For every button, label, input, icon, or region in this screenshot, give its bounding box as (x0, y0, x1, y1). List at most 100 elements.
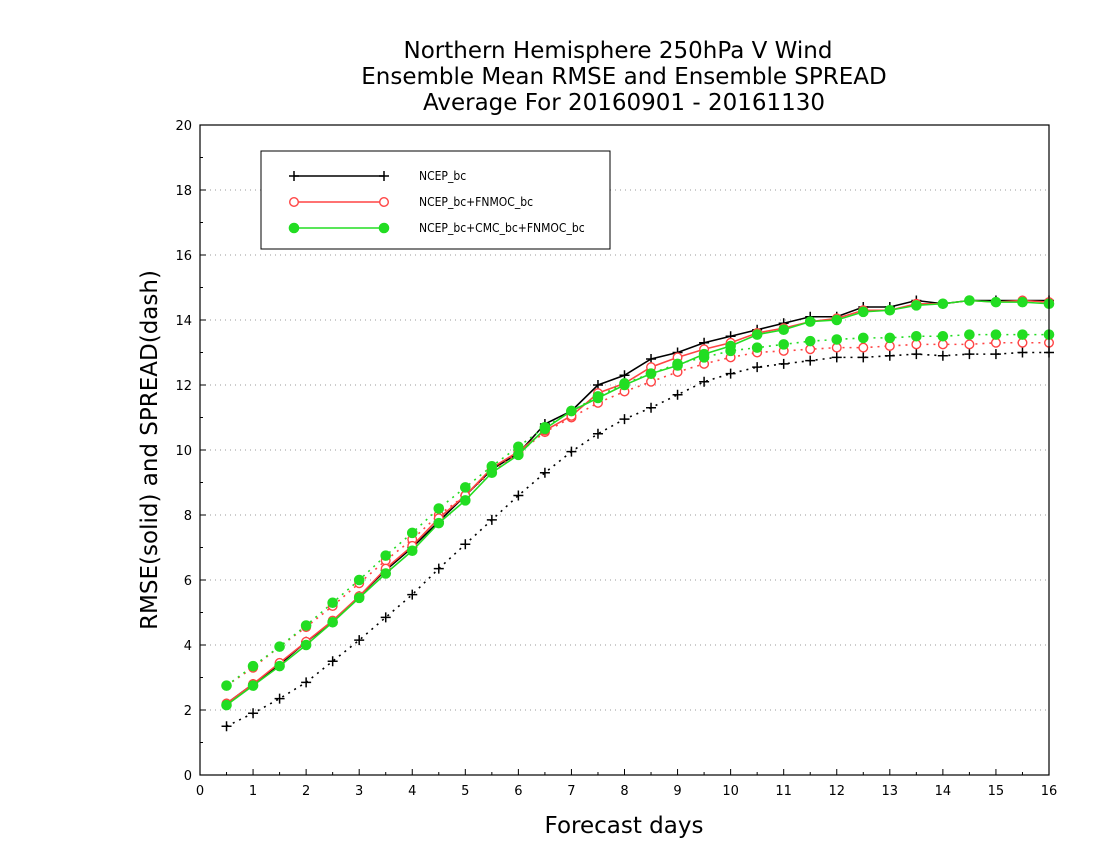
x-axis: 0 1 2 3 4 5 6 7 8 9 10 11 12 13 14 15 16 (196, 769, 1057, 799)
series-0-spread-point (646, 402, 657, 413)
series-2-spread-point (406, 527, 418, 539)
series-0-spread-point (672, 389, 683, 400)
series-2-rmse-point (486, 467, 498, 479)
series-0-rmse-line (226, 299, 1049, 705)
series-0-spread-point (486, 514, 497, 525)
legend-marker-2-b (378, 222, 390, 234)
series-2-rmse-point (566, 405, 577, 417)
series-2-rmse-point (804, 316, 816, 327)
series-2-spread-point (857, 332, 869, 344)
y-tick-label: 10 (175, 444, 192, 459)
x-tick-label: 2 (302, 784, 310, 799)
series-2-spread-point (831, 334, 843, 345)
series-0-spread-point (699, 376, 710, 387)
x-tick-label: 8 (620, 784, 628, 799)
series-2-spread-point (990, 329, 1002, 340)
series-0-spread-point (566, 446, 577, 457)
series-2-rmse-point (831, 314, 843, 326)
y-tick-label: 12 (175, 379, 192, 394)
series-0-spread-point (513, 490, 524, 501)
legend-label-2: NCEP_bc+CMC_bc+FNMOC_bc (419, 221, 585, 235)
y-tick-label: 16 (175, 249, 192, 264)
series-2-spread-line (226, 333, 1049, 687)
series-2-rmse-point (274, 660, 285, 672)
series-1-spread-point (858, 342, 869, 353)
series-2-rmse-point (990, 296, 1002, 308)
x-tick-label: 0 (196, 784, 204, 799)
series-0-spread-point (539, 467, 550, 478)
series-0 (221, 295, 1054, 732)
x-tick-label: 14 (935, 784, 952, 799)
series-1 (221, 295, 1054, 709)
series-2-spread-point (221, 680, 232, 691)
series-0-spread-point (725, 368, 736, 379)
series-0-spread-point (937, 350, 948, 361)
series-0-spread-point (778, 358, 789, 369)
series-0-spread-point (380, 612, 391, 623)
series-2-spread-point (460, 482, 471, 493)
series-2-rmse-point (751, 329, 763, 340)
y-tick-label: 20 (175, 119, 192, 134)
series-0-spread-point (884, 350, 895, 361)
series-2-rmse-point (406, 545, 418, 557)
x-tick-label: 1 (249, 784, 257, 799)
y-tick-label: 2 (184, 704, 192, 719)
series-2-spread-point (247, 660, 259, 672)
series-0-spread-point (407, 589, 418, 600)
series-2-rmse-point (698, 348, 710, 360)
x-tick-label: 3 (355, 784, 363, 799)
x-axis-label: Forecast days (545, 813, 704, 839)
series-2-rmse-point (433, 517, 445, 529)
series-0-spread-point (221, 721, 232, 732)
x-tick-label: 11 (775, 784, 792, 799)
series-0-spread-point (858, 352, 869, 363)
series-2-spread-point (884, 332, 896, 344)
series-2-rmse-point (1017, 296, 1028, 308)
series-0-spread-point (990, 349, 1001, 360)
chart-title-line-2: Ensemble Mean RMSE and Ensemble SPREAD (361, 64, 886, 90)
legend-marker-0-b (379, 171, 389, 181)
legend-box (260, 150, 611, 250)
series-2-spread-point (353, 574, 365, 586)
series-1-spread-line (226, 341, 1049, 687)
legend-marker-1-a (289, 196, 300, 207)
series-2-rmse-point (380, 568, 392, 579)
legend-entry-1: NCEP_bc+FNMOC_bc (289, 195, 533, 209)
series-0-spread-point (752, 362, 763, 373)
series-2-rmse-point (592, 392, 604, 404)
y-tick-label: 14 (175, 314, 192, 329)
grid-lines (200, 189, 1049, 711)
series-2-spread-point (937, 330, 949, 342)
series-0-spread-line (226, 351, 1049, 727)
legend-label-0: NCEP_bc (419, 169, 466, 183)
series-2-spread-point (911, 330, 922, 342)
y-tick-label: 0 (184, 769, 192, 784)
x-tick-label: 13 (882, 784, 899, 799)
series-2-spread-point (964, 329, 975, 340)
series-2-rmse-point (672, 360, 683, 371)
legend-marker-1-b (379, 196, 390, 207)
y-tick-label: 6 (184, 574, 192, 589)
series-layer (221, 295, 1055, 732)
series-0-spread-point (433, 563, 444, 574)
series-2-rmse-point (539, 423, 551, 435)
series-2-rmse-point (513, 449, 524, 461)
series-0-spread-point (592, 428, 603, 439)
series-0-spread-point (460, 539, 471, 550)
series-0-spread-point (327, 656, 338, 667)
x-tick-label: 7 (567, 784, 575, 799)
x-tick-label: 15 (988, 784, 1005, 799)
series-2-rmse-point (857, 306, 869, 318)
legend-label-1: NCEP_bc+FNMOC_bc (419, 195, 533, 209)
chart-title-line-1: Northern Hemisphere 250hPa V Wind (404, 38, 833, 64)
x-tick-label: 6 (514, 784, 522, 799)
series-2-rmse-point (778, 324, 789, 336)
x-tick-label: 12 (828, 784, 845, 799)
series-2-rmse-point (911, 300, 922, 311)
legend-marker-2-a (288, 222, 300, 234)
series-2-rmse-point (937, 298, 949, 310)
y-axis: 0 2 4 6 8 10 12 14 16 18 20 (175, 119, 206, 784)
y-tick-label: 18 (175, 184, 192, 199)
series-2-spread-point (274, 641, 285, 652)
